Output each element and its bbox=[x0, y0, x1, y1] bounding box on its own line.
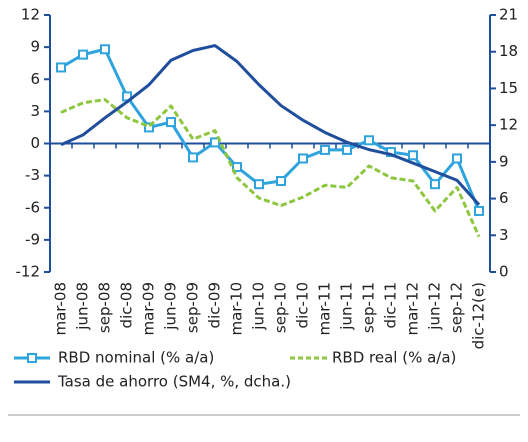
series-line bbox=[60, 98, 481, 238]
y-tick-label: 0 bbox=[30, 134, 40, 152]
x-tick-label: mar-12 bbox=[404, 282, 422, 336]
series-marker bbox=[276, 175, 286, 186]
y-tick-label: -12 bbox=[16, 263, 41, 281]
series-marker bbox=[144, 122, 154, 133]
x-tick-label: dic-08 bbox=[118, 282, 136, 328]
x-tick-label: dic-11 bbox=[382, 282, 400, 328]
series-marker bbox=[342, 144, 352, 155]
x-tick-label: sep-12 bbox=[448, 282, 466, 333]
y-tick-label: 6 bbox=[30, 70, 40, 88]
y-tick-label: -3 bbox=[25, 166, 40, 184]
legend-label: RBD nominal (% a/a) bbox=[58, 349, 214, 367]
series-marker bbox=[452, 153, 462, 164]
y-tick-label: -9 bbox=[25, 230, 40, 248]
series-marker bbox=[254, 179, 264, 190]
y-tick-label: 9 bbox=[30, 38, 40, 56]
y2-tick-label: 9 bbox=[499, 152, 509, 170]
series-marker bbox=[56, 62, 66, 73]
x-tick-label: sep-11 bbox=[360, 282, 378, 333]
x-tick-label: jun-11 bbox=[338, 282, 356, 331]
y-tick-label: -6 bbox=[25, 198, 40, 216]
y2-tick-label: 15 bbox=[499, 79, 518, 97]
series-marker bbox=[430, 179, 440, 190]
y2-tick-label: 3 bbox=[499, 226, 509, 244]
legend: RBD nominal (% a/a) RBD real (% a/a) Tas… bbox=[14, 349, 456, 391]
series-marker bbox=[210, 137, 220, 148]
x-tick-label: mar-10 bbox=[228, 282, 246, 336]
series-marker bbox=[408, 150, 418, 161]
x-tick-label: jun-12 bbox=[426, 282, 444, 331]
y2-tick-label: 0 bbox=[499, 263, 509, 281]
x-tick-label: dic-09 bbox=[206, 282, 224, 328]
series-marker bbox=[364, 135, 374, 146]
y2-tick-label: 18 bbox=[499, 42, 518, 60]
y2-tick-label: 12 bbox=[499, 116, 518, 134]
y2-tick-label: 21 bbox=[499, 6, 518, 24]
x-tick-label: dic-12(e) bbox=[470, 282, 488, 349]
x-tick-label: mar-11 bbox=[316, 282, 334, 336]
y-tick-label: 12 bbox=[21, 6, 40, 24]
y-tick-label: 3 bbox=[30, 102, 40, 120]
x-tick-label: sep-10 bbox=[272, 282, 290, 333]
x-tick-label: jun-08 bbox=[74, 282, 92, 331]
series-marker bbox=[100, 44, 110, 55]
legend-label: RBD real (% a/a) bbox=[332, 349, 456, 367]
series-line bbox=[60, 44, 481, 206]
x-tick-label: jun-09 bbox=[162, 282, 180, 331]
series-marker bbox=[78, 49, 88, 60]
x-tick-label: sep-09 bbox=[184, 282, 202, 333]
series-marker bbox=[232, 162, 242, 173]
x-tick-label: sep-08 bbox=[96, 282, 114, 333]
y2-tick-label: 6 bbox=[499, 189, 509, 207]
legend-marker bbox=[27, 353, 37, 363]
x-tick-label: mar-08 bbox=[52, 282, 70, 336]
series-marker bbox=[188, 152, 198, 163]
series-marker bbox=[298, 153, 308, 164]
legend-label: Tasa de ahorro (SM4, %, dcha.) bbox=[57, 373, 291, 391]
series-marker bbox=[474, 205, 484, 216]
series-marker bbox=[166, 117, 176, 128]
x-tick-label: dic-10 bbox=[294, 282, 312, 328]
series-marker bbox=[320, 144, 330, 155]
x-tick-label: mar-09 bbox=[140, 282, 158, 336]
x-tick-label: jun-10 bbox=[250, 282, 268, 331]
